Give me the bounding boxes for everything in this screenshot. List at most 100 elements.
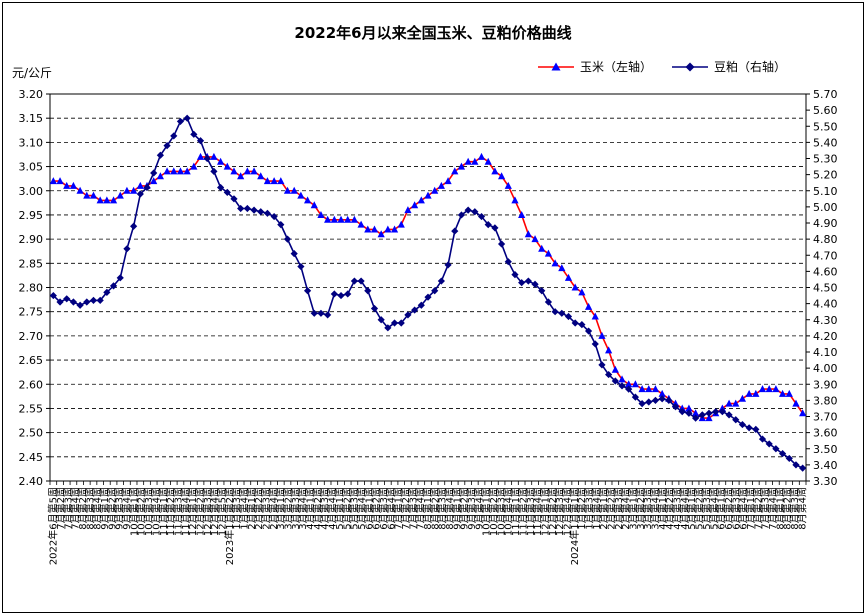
corn-data-point (337, 215, 345, 223)
corn-data-point (765, 385, 773, 393)
corn-data-point (471, 157, 479, 165)
x-axis-tick-label: 11月第4周 (531, 487, 544, 536)
y-axis-right-tick-label: 3.30 (813, 475, 838, 488)
soymeal-data-point (645, 398, 653, 406)
corn-data-point (357, 220, 365, 228)
x-axis-tick-label: 12月第2周 (193, 487, 206, 536)
corn-data-point (350, 215, 359, 223)
soymeal-data-point (558, 309, 566, 317)
legend-item-soymeal: 豆粕（右轴） (672, 59, 786, 74)
x-axis-tick-label: 11月第1周 (509, 487, 522, 536)
x-axis-tick-label: 5月第4周 (355, 487, 368, 530)
corn-data-point (538, 244, 546, 252)
corn-data-point (752, 389, 760, 397)
x-axis-tick-label: 7月第1周 (744, 487, 757, 530)
soymeal-data-point (732, 416, 740, 424)
soymeal-data-point (497, 240, 506, 248)
corn-data-point (437, 181, 445, 189)
soymeal-data-point (283, 235, 292, 243)
x-axis-tick-label: 11月第4周 (179, 487, 192, 536)
corn-data-point (611, 365, 619, 373)
y-axis-right-tick-label: 3.70 (813, 411, 838, 424)
x-axis-tick-label: 6月第3周 (729, 487, 742, 530)
y-axis-right-tick-label: 4.50 (813, 282, 838, 295)
corn-data-point (109, 196, 118, 204)
corn-data-point (484, 157, 492, 165)
corn-data-point (792, 399, 800, 407)
corn-data-point (317, 210, 325, 218)
soymeal-data-point (263, 209, 272, 217)
corn-data-point (176, 167, 185, 175)
soymeal-data-point (196, 137, 205, 145)
corn-data-point (310, 201, 318, 209)
soymeal-data-point (317, 309, 325, 317)
corn-data-point (651, 385, 660, 393)
x-axis-tick-label: 9月第3周 (465, 487, 478, 530)
x-axis-tick-label: 3月第3周 (641, 487, 654, 530)
corn-data-point (250, 167, 258, 175)
x-axis-tick-label: 4月第3周 (671, 487, 684, 530)
soymeal-data-point (310, 309, 318, 317)
corn-data-point (297, 191, 305, 199)
x-axis-tick-label: 2月第1周 (245, 487, 258, 530)
corn-data-point (404, 206, 412, 214)
soymeal-data-point (778, 449, 787, 458)
soymeal-data-point (538, 287, 546, 295)
corn-data-point (504, 181, 512, 189)
soymeal-data-point (598, 361, 606, 369)
x-axis-tick-label: 12月第5周 (215, 487, 228, 536)
x-axis-tick-label: 4月第2周 (311, 487, 324, 530)
corn-data-point (477, 152, 486, 160)
x-axis-tick-label: 6月第1周 (362, 487, 375, 530)
corn-data-point (324, 215, 332, 223)
x-axis-tick-label: 3月第2周 (634, 487, 647, 530)
soymeal-data-point (370, 304, 379, 313)
x-axis-tick-label: 1月第3周 (582, 487, 595, 530)
soymeal-data-point (277, 221, 285, 229)
x-axis-tick-label: 1月第4周 (590, 487, 603, 530)
plot-area: 3.20 3.15 3.10 3.05 3.00 2.95 2.90 2.85 2.80 2.75… (19, 88, 838, 565)
soymeal-data-point (230, 195, 238, 203)
y-axis-left-tick-label: 2.45 (19, 451, 44, 464)
soymeal-data-point (692, 414, 700, 422)
x-axis-tick-label: 3月第4周 (649, 487, 662, 530)
corn-data-point (524, 230, 532, 238)
soymeal-data-point (605, 370, 613, 379)
x-axis-tick-label: 7月第3周 (406, 487, 419, 530)
corn-data-point (344, 215, 352, 223)
corn-data-point (451, 167, 459, 175)
corn-data-point (303, 196, 312, 204)
x-axis-tick-label: 12月第2周 (546, 487, 559, 536)
soymeal-data-point (257, 208, 265, 216)
soymeal-data-point (69, 298, 78, 306)
x-axis-tick-label: 9月第2周 (105, 487, 118, 530)
soymeal-data-point (377, 316, 385, 324)
x-axis-tick-label: 11月第2周 (516, 487, 529, 536)
corn-data-point (230, 167, 238, 175)
corn-data-point (96, 196, 104, 204)
corn-data-point (130, 186, 138, 194)
x-axis-tick-label: 10月第2周 (487, 487, 500, 536)
soymeal-data-point (738, 420, 747, 429)
y-axis-left-tick-label: 3.20 (19, 88, 44, 101)
y-axis-right-tick-label: 3.80 (813, 394, 838, 407)
corn-data-point (150, 177, 158, 185)
corn-data-point (464, 157, 472, 165)
corn-data-point (330, 215, 338, 223)
corn-data-point (551, 259, 559, 267)
corn-data-point (257, 172, 265, 180)
x-axis-tick-label: 9月第3周 (113, 487, 126, 530)
corn-data-point (778, 389, 787, 397)
soymeal-data-point (109, 282, 118, 290)
x-axis-tick-label: 8月第1周 (421, 487, 434, 530)
x-axis-tick-label: 8月第4周 (91, 487, 104, 530)
x-axis-tick-label: 4月第1周 (304, 487, 317, 530)
soymeal-data-point (163, 142, 171, 150)
soymeal-data-point (303, 287, 312, 295)
y-axis-right-tick-label: 4.00 (813, 362, 838, 375)
y-axis-right-tick-label: 5.60 (813, 104, 838, 117)
x-axis-tick-label: 12月第1周 (538, 487, 551, 536)
soymeal-data-point (143, 183, 151, 192)
corn-data-point (237, 172, 245, 180)
soymeal-data-point (330, 290, 338, 298)
